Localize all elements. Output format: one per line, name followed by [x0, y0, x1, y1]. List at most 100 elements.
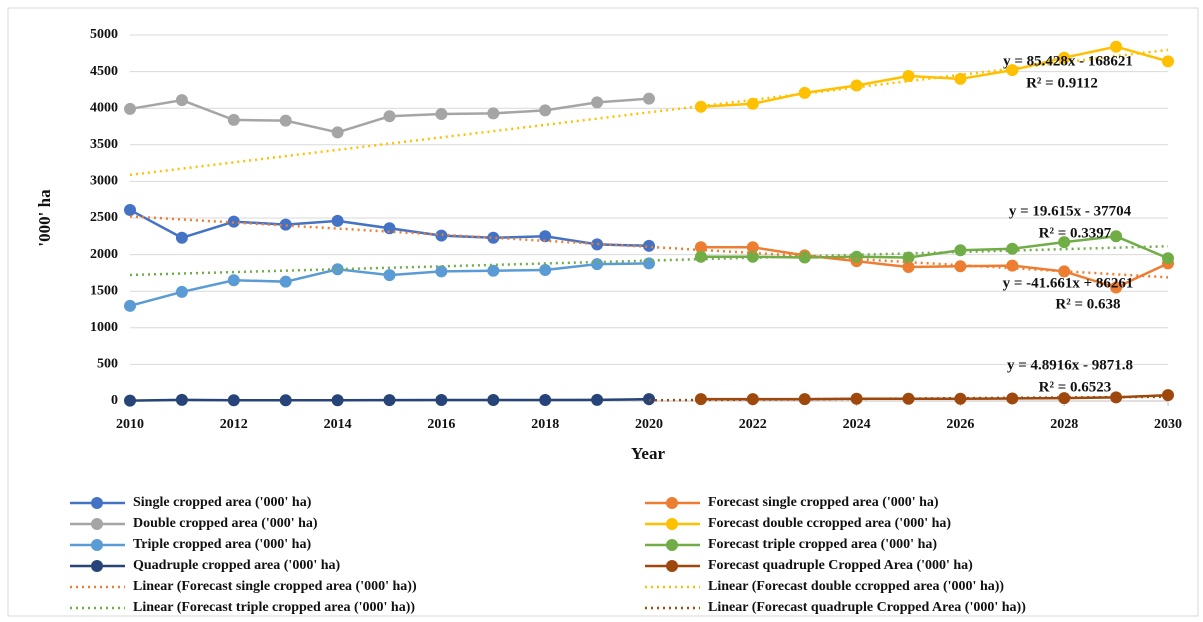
y-tick-label: 1500: [90, 283, 118, 298]
point: [643, 257, 655, 270]
point: [746, 250, 759, 263]
point: [175, 231, 188, 244]
legend-marker: [91, 539, 103, 551]
legend-label: Forecast quadruple Cropped Area ('000' h…: [708, 558, 973, 573]
trend-equation: y = 4.8916x - 9871.8: [1007, 357, 1133, 373]
point: [694, 241, 707, 254]
point: [435, 108, 448, 121]
x-tick-label: 2030: [1154, 417, 1182, 432]
point: [591, 96, 604, 109]
point: [1110, 230, 1123, 243]
legend-label: Linear (Forecast single cropped area ('0…: [133, 579, 417, 594]
point: [643, 92, 655, 105]
point: [124, 394, 136, 407]
point: [279, 218, 292, 231]
point: [850, 392, 863, 405]
point: [643, 239, 655, 252]
x-tick-label: 2010: [116, 417, 144, 432]
legend-marker: [91, 518, 103, 530]
legend-label: Double cropped area ('000' ha): [133, 516, 318, 531]
point: [331, 263, 344, 276]
trend-line: [648, 395, 1169, 402]
legend-label: Linear (Forecast triple cropped area ('0…: [133, 600, 415, 615]
point: [539, 263, 552, 276]
point: [954, 244, 967, 257]
y-tick-label: 2500: [90, 210, 118, 225]
point: [1006, 64, 1019, 77]
legend-marker: [91, 497, 103, 509]
x-tick-label: 2018: [531, 417, 559, 432]
point: [1006, 242, 1019, 255]
point: [331, 214, 344, 227]
x-axis-title: Year: [631, 444, 665, 463]
legend-label: Single cropped area ('000' ha): [133, 495, 312, 510]
legend-marker: [91, 560, 103, 572]
point: [1006, 259, 1019, 272]
point: [591, 393, 604, 406]
point: [1110, 391, 1123, 404]
point: [383, 110, 396, 123]
trend-equation: R² = 0.9112: [1026, 75, 1098, 91]
point: [591, 258, 604, 271]
x-tick-label: 2024: [843, 417, 871, 432]
point: [591, 238, 604, 251]
x-tick-label: 2026: [946, 417, 974, 432]
y-tick-label: 500: [97, 357, 118, 372]
y-tick-label: 3500: [90, 137, 118, 152]
point: [487, 107, 500, 120]
y-tick-label: 4500: [90, 64, 118, 79]
x-tick-label: 2028: [1050, 417, 1078, 432]
point: [1110, 281, 1123, 294]
point: [383, 269, 396, 282]
point: [850, 250, 863, 263]
trend-equation: y = -41.661x + 86261: [1003, 275, 1134, 291]
point: [954, 260, 967, 273]
point: [227, 274, 240, 287]
legend-label: Forecast single cropped area ('000' ha): [708, 495, 939, 510]
point: [539, 104, 552, 117]
legend-label: Linear (Forecast quadruple Cropped Area …: [708, 600, 1026, 615]
point: [539, 393, 552, 406]
point: [279, 275, 292, 288]
point: [1162, 55, 1174, 68]
y-tick-label: 0: [111, 393, 118, 408]
trend-equation: R² = 0.638: [1055, 296, 1120, 312]
legend-marker: [666, 539, 678, 551]
point: [954, 72, 967, 85]
point: [850, 79, 863, 92]
point: [487, 264, 500, 277]
trend-equation: R² = 0.3397: [1039, 225, 1112, 241]
point: [383, 222, 396, 235]
point: [1162, 389, 1174, 402]
point: [694, 250, 707, 263]
series-line: [700, 393, 1169, 401]
point: [1162, 252, 1174, 265]
point: [539, 230, 552, 243]
point: [798, 251, 811, 264]
legend-marker: [666, 518, 678, 530]
x-tick-label: 2012: [220, 417, 248, 432]
point: [487, 393, 500, 406]
trend-equation: y = 85.428x - 168621: [1003, 53, 1133, 69]
x-tick-label: 2022: [739, 417, 767, 432]
point: [694, 393, 707, 406]
x-tick-label: 2020: [635, 417, 663, 432]
point: [798, 393, 811, 406]
legend-marker: [666, 560, 678, 572]
point: [954, 392, 967, 405]
point: [175, 393, 188, 406]
point: [694, 100, 707, 113]
point: [435, 265, 448, 278]
x-tick-label: 2016: [427, 417, 455, 432]
point: [746, 241, 759, 254]
trend-line: [129, 48, 1169, 177]
point: [435, 229, 448, 242]
y-tick-label: 2000: [90, 247, 118, 262]
y-axis-title: '000' ha: [35, 189, 54, 247]
point: [175, 94, 188, 107]
legend-marker: [666, 497, 678, 509]
point: [1110, 40, 1123, 53]
point: [279, 114, 292, 127]
point: [435, 393, 448, 406]
y-tick-label: 4000: [90, 100, 118, 115]
